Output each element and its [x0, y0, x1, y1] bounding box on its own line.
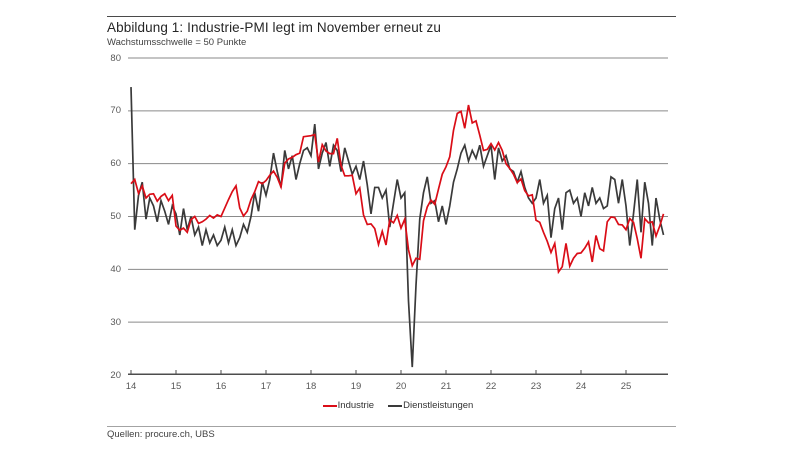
x-tick-label-25: 25 — [620, 381, 632, 392]
x-tick-label-22: 22 — [485, 381, 497, 392]
y-tick-label-30: 30 — [110, 316, 121, 328]
x-tick-label-23: 23 — [530, 381, 542, 392]
y-tick-label-50: 50 — [110, 211, 121, 222]
dienstleistungen-line-swatch — [388, 404, 403, 407]
source-rule — [107, 426, 676, 427]
figure-title: Abbildung 1: Industrie-PMI legt im Novem… — [107, 20, 441, 35]
legend-label-dienstleistungen: Dienstleistungen — [403, 400, 474, 411]
y-tick-label-40: 40 — [110, 263, 121, 275]
x-tick-label-19: 19 — [350, 381, 362, 392]
x-tick-label-16: 16 — [215, 381, 227, 392]
chart-legend: Industrie Dienstleistungen — [128, 400, 668, 411]
x-tick-label-21: 21 — [440, 381, 452, 392]
industrie-line-swatch — [322, 404, 337, 407]
legend-item-industrie: Industrie — [322, 400, 375, 411]
x-tick-label-17: 17 — [260, 381, 272, 392]
x-tick-label-24: 24 — [575, 381, 587, 392]
y-tick-label-80: 80 — [110, 52, 121, 64]
x-tick-label-14: 14 — [125, 381, 137, 392]
series-line-industrie — [130, 104, 665, 275]
source-text: Quellen: procure.ch, UBS — [107, 429, 215, 440]
figure-subtitle: Wachstumsschwelle = 50 Punkte — [107, 37, 247, 48]
x-tick-label-18: 18 — [305, 381, 317, 392]
legend-label-industrie: Industrie — [337, 400, 375, 411]
chart-canvas — [128, 57, 668, 375]
x-tick-label-20: 20 — [395, 381, 407, 392]
series-line-dienstleistungen — [130, 87, 665, 368]
legend-item-dienstleistungen: Dienstleistungen — [388, 400, 473, 411]
y-tick-label-60: 60 — [110, 158, 121, 170]
y-tick-label-20: 20 — [110, 369, 121, 381]
y-tick-label-70: 70 — [110, 105, 121, 117]
title-rule — [107, 16, 676, 17]
x-tick-label-15: 15 — [170, 381, 182, 392]
